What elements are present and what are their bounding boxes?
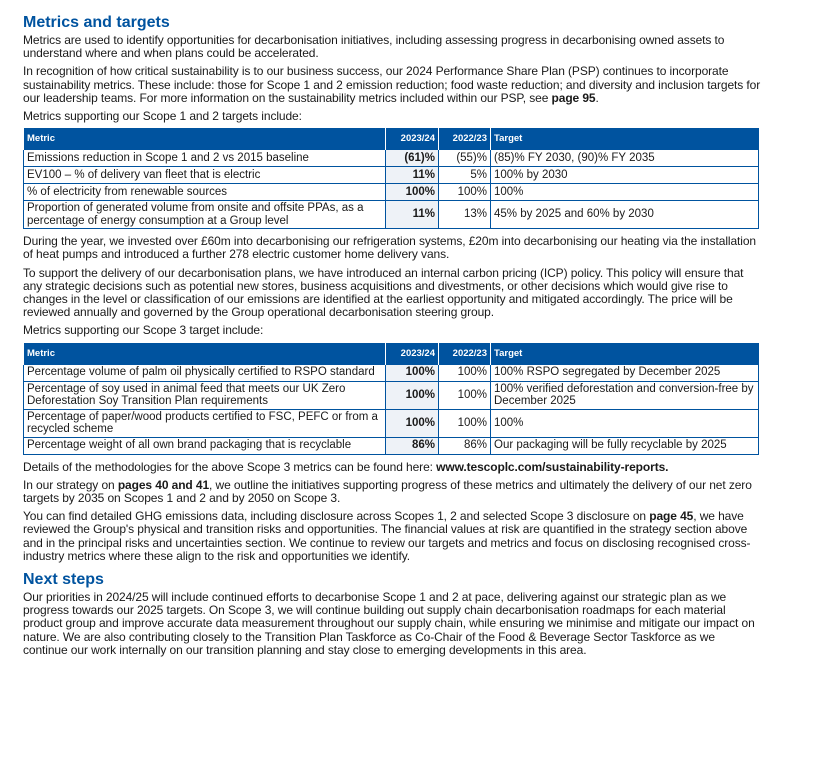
metric-cell: Proportion of generated volume from onsi…: [23, 200, 386, 230]
section-heading-next-steps: Next steps: [23, 571, 104, 589]
text: Details of the methodologies for the abo…: [23, 459, 437, 474]
column-header: Metric: [23, 128, 386, 150]
paragraph: Metrics supporting our Scope 1 and 2 tar…: [23, 109, 302, 124]
target-cell: 100%: [490, 183, 759, 202]
target-cell: 45% by 2025 and 60% by 2030: [490, 200, 759, 230]
metric-cell: EV100 – % of delivery van fleet that is …: [23, 166, 386, 185]
metric-cell: Percentage of soy used in animal feed th…: [23, 380, 386, 410]
text: .: [595, 90, 599, 105]
prior-value-cell: (55)%: [438, 149, 491, 168]
paragraph: You can find detailed GHG emissions data…: [23, 510, 761, 563]
metric-cell: % of electricity from renewable sources: [23, 183, 386, 202]
metric-cell: Percentage volume of palm oil physically…: [23, 363, 386, 382]
current-value-cell: 11%: [385, 166, 439, 185]
page-link[interactable]: pages 40 and 41: [117, 477, 210, 492]
current-value-cell: 86%: [385, 436, 439, 455]
header-row: Metric 2023/24 2022/23 Target: [23, 128, 759, 150]
table-row: Proportion of generated volume from onsi…: [23, 200, 759, 230]
prior-value-cell: 100%: [438, 408, 491, 438]
paragraph: Metrics supporting our Scope 3 target in…: [23, 323, 264, 338]
prior-value-cell: 100%: [438, 183, 491, 202]
page-link[interactable]: page 45: [649, 509, 694, 524]
prior-value-cell: 86%: [438, 436, 491, 455]
scope12-table: Metric 2023/24 2022/23 Target Emissions redu…: [23, 128, 759, 230]
table-row: Percentage of paper/wood products certif…: [23, 408, 759, 438]
paragraph: Our priorities in 2024/25 will include c…: [23, 590, 755, 657]
prior-value-cell: 100%: [438, 363, 491, 382]
target-cell: 100% RSPO segregated by December 2025: [490, 363, 759, 382]
column-header: Target: [490, 128, 759, 150]
metric-cell: Percentage weight of all own brand packa…: [23, 436, 386, 455]
metric-cell: Emissions reduction in Scope 1 and 2 vs …: [23, 149, 386, 168]
current-value-cell: 100%: [385, 380, 439, 410]
column-header: 2023/24: [385, 342, 439, 365]
target-cell: 100% verified deforestation and conversi…: [490, 380, 759, 410]
paragraph: Metrics are used to identify opportuniti…: [23, 33, 725, 61]
current-value-cell: 100%: [385, 363, 439, 382]
page-link[interactable]: page 95: [551, 90, 596, 105]
scope3-table: Metric 2023/24 2022/23 Target Percentage vol…: [23, 342, 759, 455]
text: , we outline the initiatives supporting …: [23, 477, 752, 506]
section-heading-metrics: Metrics and targets: [23, 14, 170, 31]
column-header: 2022/23: [438, 342, 491, 365]
document: Metrics and targets Metrics are used to …: [23, 14, 761, 662]
column-header: 2022/23: [438, 128, 491, 150]
sustainability-reports-link[interactable]: www.tescoplc.com/sustainability-reports.: [436, 459, 669, 474]
text: In recognition of how critical sustainab…: [23, 64, 761, 105]
current-value-cell: 11%: [385, 200, 439, 230]
table-row: Percentage volume of palm oil physically…: [23, 363, 759, 382]
target-cell: 100%: [490, 408, 759, 438]
prior-value-cell: 5%: [438, 166, 491, 185]
text: You can find detailed GHG emissions data…: [23, 509, 650, 524]
paragraph: To support the delivery of our decarboni…: [23, 265, 744, 320]
paragraph: During the year, we invested over £60m i…: [23, 234, 756, 262]
column-header: Target: [490, 342, 759, 365]
column-header: 2023/24: [385, 128, 439, 150]
paragraph: In recognition of how critical sustainab…: [23, 65, 761, 105]
table-row: Emissions reduction in Scope 1 and 2 vs …: [23, 149, 759, 168]
prior-value-cell: 100%: [438, 380, 491, 410]
current-value-cell: 100%: [385, 408, 439, 438]
target-cell: (85)% FY 2030, (90)% FY 2035: [490, 149, 759, 168]
current-value-cell: (61)%: [385, 149, 439, 168]
prior-value-cell: 13%: [438, 200, 491, 230]
text: In our strategy on: [23, 477, 118, 492]
table-row: Percentage weight of all own brand packa…: [23, 436, 759, 455]
target-cell: 100% by 2030: [490, 166, 759, 185]
table-row: % of electricity from renewable sources 1…: [23, 183, 759, 202]
column-header: Metric: [23, 342, 386, 365]
header-row: Metric 2023/24 2022/23 Target: [23, 342, 759, 365]
paragraph: Details of the methodologies for the abo…: [23, 459, 761, 474]
paragraph: In our strategy on pages 40 and 41, we o…: [23, 477, 761, 506]
table-row: EV100 – % of delivery van fleet that is …: [23, 166, 759, 185]
metric-cell: Percentage of paper/wood products certif…: [23, 408, 386, 438]
table-row: Percentage of soy used in animal feed th…: [23, 380, 759, 410]
current-value-cell: 100%: [385, 183, 439, 202]
target-cell: Our packaging will be fully recyclable b…: [490, 436, 759, 455]
text: , we have reviewed the Group's physical …: [23, 509, 751, 563]
